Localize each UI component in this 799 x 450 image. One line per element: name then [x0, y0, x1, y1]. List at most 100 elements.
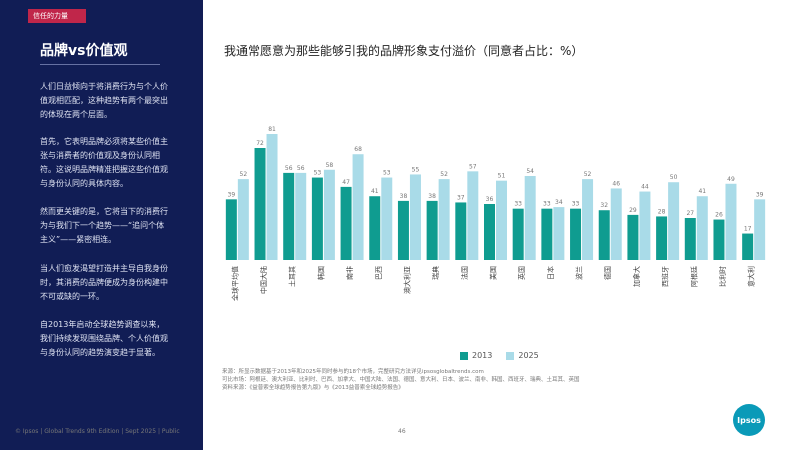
- chart-notes: 来源：所显示数据基于2013年和2025年同时参与的18个市场，完整研究方法详见…: [222, 368, 742, 392]
- sidebar: 信任的力量 品牌vs价值观 人们日益倾向于将消费行为与个人价值观相匹配，这种趋势…: [0, 0, 203, 450]
- category-label: 比利时: [718, 266, 727, 287]
- bar-2025-15: [668, 182, 680, 260]
- data-label-2025-13: 46: [612, 180, 620, 187]
- data-label-2025-7: 52: [440, 171, 448, 178]
- bar-2025-4: [352, 154, 364, 260]
- category-label: 巴西: [375, 266, 383, 280]
- sidebar-paragraph-4: 当人们愈发渴望打造并主导自我身份时，其消费的品牌便成为身份构建中不可或缺的一环。: [40, 264, 168, 301]
- bar-2025-17: [725, 183, 737, 260]
- data-label-2013-10: 33: [514, 201, 522, 208]
- sidebar-title: 品牌vs价值观: [40, 43, 128, 59]
- sidebar-paragraph-5: 自2013年启动全球趋势调查以来，我们持续发现围绕品牌、个人价值观与身份认同的趋…: [40, 320, 168, 357]
- category-label: 美国: [489, 266, 498, 280]
- bar-2013-6: [397, 200, 409, 260]
- data-label-2013-6: 38: [400, 193, 408, 200]
- category-label: 澳大利亚: [402, 266, 411, 294]
- data-label-2025-8: 57: [469, 163, 477, 170]
- category-label: 阿根廷: [689, 266, 698, 287]
- data-label-2025-17: 49: [727, 176, 735, 183]
- bar-2025-2: [295, 172, 307, 260]
- bar-2013-10: [512, 208, 524, 260]
- data-label-2025-14: 44: [641, 184, 649, 191]
- bar-2025-7: [438, 179, 450, 260]
- data-label-2025-10: 54: [526, 168, 534, 175]
- data-label-2013-3: 53: [314, 170, 322, 177]
- category-label: 德国: [603, 266, 612, 280]
- data-label-2013-13: 32: [600, 202, 608, 209]
- bar-2013-3: [311, 177, 323, 260]
- bar-2013-17: [713, 219, 725, 260]
- note-line: 可比市场：阿根廷、澳大利亚、比利时、巴西、加拿大、中国大陆、法国、德国、意大利、…: [222, 377, 580, 383]
- data-label-2013-12: 33: [572, 201, 580, 208]
- category-label: 南非: [345, 266, 354, 280]
- data-label-2013-18: 17: [744, 226, 752, 233]
- note-line: 资料来源：《益普索全球趋势报告第九版》与《2013益普索全球趋势报告》: [222, 385, 404, 391]
- bar-2013-12: [570, 208, 582, 260]
- bar-2013-15: [656, 216, 668, 260]
- bar-2013-2: [283, 172, 295, 260]
- category-label: 中国大陆: [259, 266, 268, 294]
- data-label-2025-9: 51: [498, 173, 506, 180]
- data-label-2025-12: 52: [584, 171, 592, 178]
- page-number: 46: [398, 428, 406, 435]
- bar-2025-14: [639, 191, 651, 260]
- data-label-2025-11: 34: [555, 199, 563, 206]
- bar-2025-11: [553, 207, 565, 260]
- category-label: 日本: [546, 266, 555, 280]
- data-label-2013-0: 39: [228, 191, 236, 198]
- sidebar-divider: [40, 64, 160, 65]
- data-label-2013-1: 72: [256, 140, 264, 147]
- bar-2013-14: [627, 214, 639, 260]
- category-label: 意大利: [747, 266, 756, 287]
- bar-2025-16: [696, 196, 708, 260]
- bar-2025-9: [496, 180, 507, 260]
- data-label-2025-2: 56: [297, 165, 305, 172]
- data-label-2025-1: 81: [268, 126, 276, 133]
- data-label-2013-15: 28: [658, 208, 666, 215]
- sidebar-paragraph-1: 人们日益倾向于将消费行为与个人价值观相匹配，这种趋势有两个最突出的体现在两个层面…: [40, 82, 168, 119]
- bar-2025-13: [610, 188, 622, 260]
- data-label-2025-6: 55: [412, 166, 420, 173]
- bar-2013-8: [455, 202, 467, 260]
- data-label-2025-15: 50: [670, 174, 678, 181]
- ipsos-logo: Ipsos: [733, 404, 765, 436]
- category-label: 法国: [460, 266, 469, 280]
- bar-2013-7: [426, 200, 438, 260]
- footer-text: © Ipsos | Global Trends 9th Edition | Se…: [15, 428, 180, 435]
- bar-2013-11: [541, 208, 553, 260]
- category-label: 韩国: [316, 266, 325, 280]
- legend-swatch-2025: [506, 351, 515, 360]
- bar-2013-0: [225, 199, 237, 260]
- data-label-2025-5: 53: [383, 170, 391, 177]
- sidebar-paragraph-2: 首先，它表明品牌必须将某些价值主张与消费者的价值观及身份认同相符。这说明品牌精准…: [40, 137, 168, 188]
- bar-2025-12: [582, 179, 594, 260]
- bar-2025-6: [409, 174, 421, 260]
- bar-2025-0: [237, 179, 249, 260]
- data-label-2013-11: 33: [543, 201, 551, 208]
- bar-2025-3: [323, 169, 335, 260]
- bar-2013-1: [254, 148, 266, 260]
- bar-2025-5: [381, 177, 393, 260]
- data-label-2013-7: 38: [428, 193, 436, 200]
- bar-2013-16: [684, 218, 696, 260]
- chart-legend: 2013 2025: [460, 351, 539, 360]
- category-label: 土耳其: [288, 266, 297, 287]
- bar-2025-10: [524, 176, 536, 260]
- note-line: 来源：所显示数据基于2013年和2025年同时参与的18个市场，完整研究方法详见…: [222, 369, 484, 375]
- data-label-2013-5: 41: [371, 188, 379, 195]
- data-label-2025-4: 68: [354, 146, 362, 153]
- bar-chart: 39 52 全球平均值 72 81 中国大陆 56 56 土耳其 53 58 韩国 47 68 南非 41 53…: [225, 126, 766, 301]
- data-label-2013-4: 47: [342, 179, 350, 186]
- sidebar-paragraph-3: 然而更关键的是，它将当下的消费行为与我们下一个趋势——“追问个体主义”——紧密相…: [40, 207, 168, 244]
- legend-swatch-2013: [460, 351, 468, 360]
- data-label-2013-8: 37: [457, 194, 465, 201]
- data-label-2025-16: 41: [698, 188, 706, 195]
- category-label: 加拿大: [632, 266, 641, 287]
- bar-2025-8: [467, 171, 479, 260]
- bar-2013-5: [369, 196, 381, 260]
- bar-2025-1: [266, 134, 278, 260]
- bar-2013-18: [742, 233, 754, 260]
- category-label: 全球平均值: [230, 266, 239, 301]
- data-label-2013-17: 26: [715, 212, 723, 219]
- data-label-2013-14: 29: [629, 207, 637, 214]
